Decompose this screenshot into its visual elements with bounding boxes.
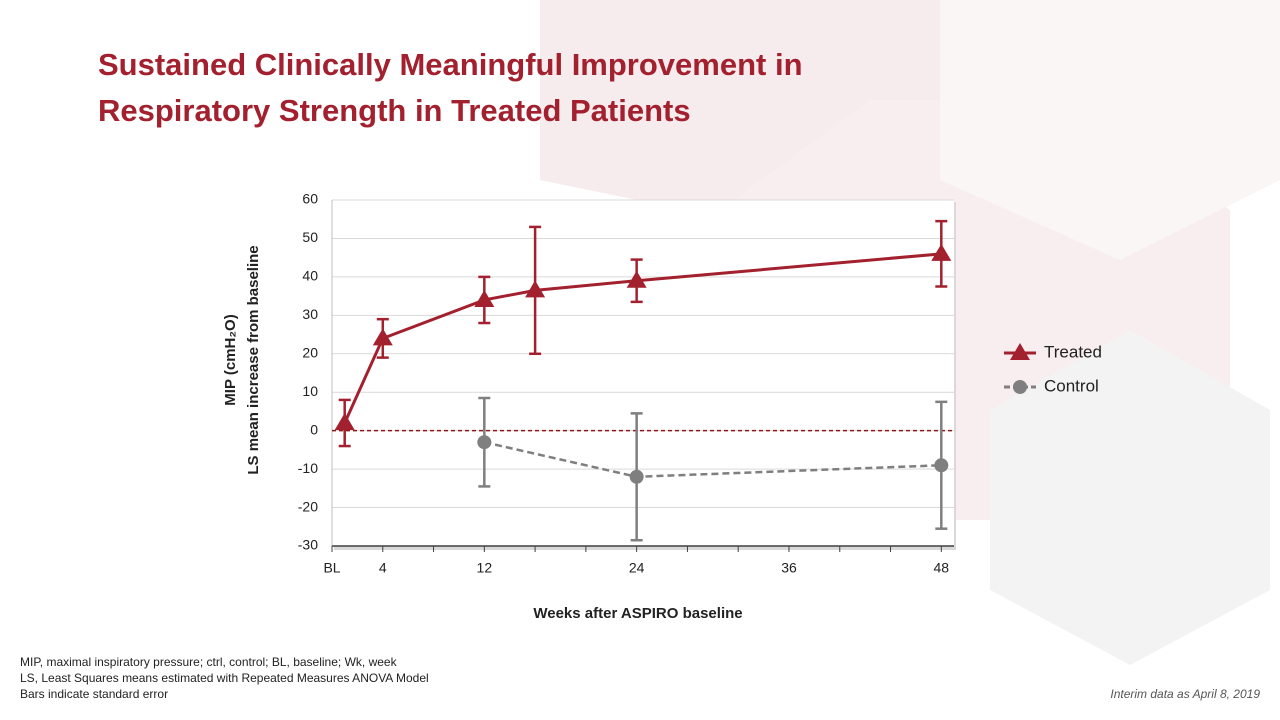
x-axis-title: Weeks after ASPIRO baseline xyxy=(533,605,742,622)
y-tick-label: 40 xyxy=(302,268,318,284)
y-tick-label: 20 xyxy=(302,344,318,360)
footnote: Bars indicate standard error xyxy=(20,687,168,701)
interim-note: Interim data as April 8, 2019 xyxy=(1110,687,1260,701)
plot: -30 -20 -10 0 10 20 30 40 50 60 BL 4 12 24 36 48 xyxy=(298,191,954,576)
y-tick-label: -10 xyxy=(298,460,318,476)
footnote: MIP, maximal inspiratory pressure; ctrl,… xyxy=(20,655,398,669)
marker xyxy=(474,289,495,307)
footnote: LS, Least Squares means estimated with R… xyxy=(20,671,429,685)
y-tick-label: 60 xyxy=(302,191,318,207)
x-tick-label: 12 xyxy=(477,560,493,576)
legend: Treated Control xyxy=(1004,342,1102,395)
x-tick-label: 48 xyxy=(934,560,950,576)
y-tick-label: -20 xyxy=(298,498,318,514)
marker xyxy=(1013,380,1027,394)
title-line: Sustained Clinically Meaningful Improvem… xyxy=(98,47,803,82)
x-tick-label: 4 xyxy=(379,560,387,576)
marker xyxy=(1010,343,1030,360)
marker xyxy=(931,243,952,261)
y-tick-label: 50 xyxy=(302,229,318,245)
title-line: Respiratory Strength in Treated Patients xyxy=(98,93,691,128)
y-tick-label: -30 xyxy=(298,537,318,553)
x-tick-label: 24 xyxy=(629,560,645,576)
marker xyxy=(626,270,647,288)
y-axis-title: LS mean increase from baseline xyxy=(245,245,262,474)
y-tick-label: 30 xyxy=(302,306,318,322)
marker xyxy=(629,469,644,484)
marker xyxy=(525,280,546,298)
y-tick-label: 10 xyxy=(302,383,318,399)
marker xyxy=(934,458,949,473)
marker xyxy=(334,412,355,430)
marker xyxy=(477,435,492,450)
y-axis-title: MIP (cmH₂O) xyxy=(222,314,239,405)
x-tick-label: BL xyxy=(323,560,340,576)
marker xyxy=(372,328,393,346)
plot-area xyxy=(332,200,954,546)
x-tick-label: 36 xyxy=(781,560,797,576)
series-line xyxy=(343,252,942,424)
y-tick-label: 0 xyxy=(310,421,318,437)
legend-label: Treated xyxy=(1044,342,1102,361)
legend-label: Control xyxy=(1044,376,1099,395)
